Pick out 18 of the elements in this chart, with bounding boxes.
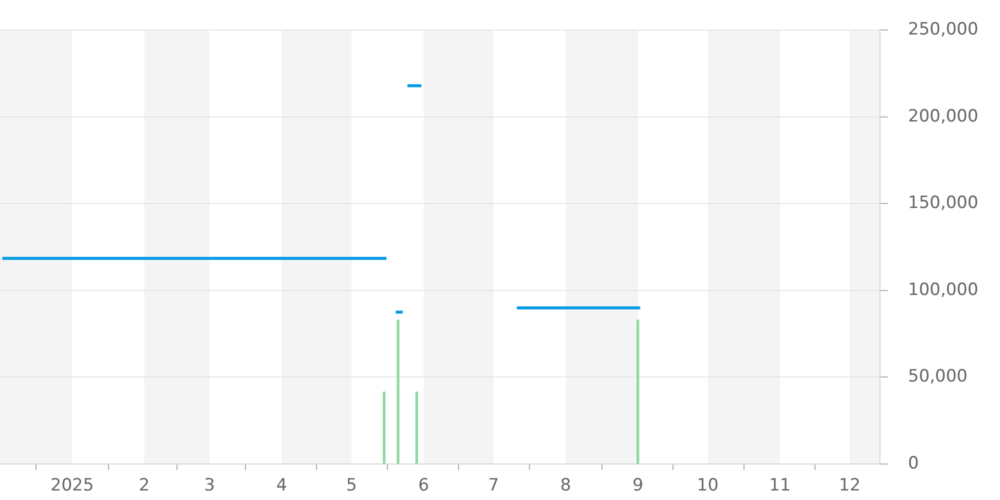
x-tick-label: 2025	[50, 476, 94, 496]
y-tick-label: 150,000	[908, 193, 978, 214]
x-tick-label: 3	[204, 476, 215, 496]
y-tick-label: 250,000	[908, 20, 978, 40]
x-tick-label: 5	[346, 476, 357, 496]
x-tick-label: 11	[769, 476, 791, 496]
y-tick-label: 200,000	[908, 106, 978, 126]
x-tick-label: 2	[138, 476, 150, 496]
x-tick-label: 6	[418, 476, 430, 496]
x-tick-label: 10	[696, 476, 719, 496]
y-tick-label: 0	[908, 453, 919, 474]
x-tick-label: 4	[276, 476, 288, 496]
x-tick-label: 8	[560, 476, 572, 496]
y-tick-label: 50,000	[908, 366, 968, 387]
x-tick-label: 12	[838, 476, 861, 496]
y-tick-label: 100,000	[908, 280, 978, 300]
x-tick-label: 9	[632, 476, 644, 496]
x-tick-label: 7	[488, 476, 499, 496]
